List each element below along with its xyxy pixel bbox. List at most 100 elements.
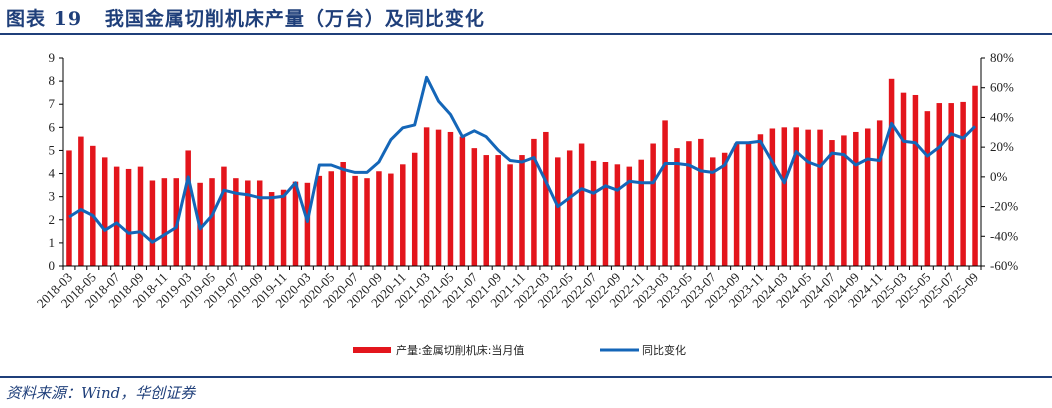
bar — [769, 128, 776, 266]
bar — [912, 94, 919, 266]
bar — [817, 129, 823, 266]
bar — [328, 171, 334, 266]
bar — [793, 127, 799, 266]
bar — [233, 178, 239, 266]
y-right-tick: -60% — [990, 258, 1018, 273]
bar — [936, 103, 943, 266]
chart-area: 0 1 2 3 4 5 6 7 8 9 -60% -40% -20% 0% 20% 40% 60% 80% 201… — [34, 50, 1019, 357]
bar — [209, 178, 215, 266]
bar — [948, 103, 954, 266]
bar — [471, 148, 478, 266]
bar — [90, 145, 96, 266]
legend-label-bar: 产量:金属切削机床:当月值 — [396, 343, 524, 357]
bar — [721, 152, 728, 266]
bar — [388, 173, 394, 266]
bar — [459, 136, 466, 266]
bar — [400, 164, 406, 266]
bar — [185, 150, 191, 266]
bar — [543, 131, 549, 266]
bar — [853, 131, 859, 266]
bar — [686, 141, 692, 266]
bar — [352, 175, 358, 266]
bar — [841, 135, 847, 266]
y-left-tick: 9 — [49, 50, 56, 65]
bar — [555, 157, 561, 266]
bar — [578, 143, 585, 266]
bar-series — [66, 78, 978, 267]
y-right-tick: 40% — [990, 109, 1014, 124]
bar — [972, 85, 978, 266]
bar — [101, 157, 108, 266]
axes: 0 1 2 3 4 5 6 7 8 9 -60% -40% -20% 0% 20% 40% 60% 80% — [49, 50, 1019, 273]
bar — [614, 164, 621, 266]
bar — [221, 166, 227, 266]
y-left-tick: 8 — [49, 73, 56, 88]
bar — [435, 129, 442, 266]
bar — [864, 128, 871, 266]
bar — [137, 166, 144, 266]
bar — [292, 181, 299, 266]
y-right-tick: -40% — [990, 228, 1018, 243]
bar — [495, 155, 501, 266]
bar — [805, 129, 811, 266]
bar — [710, 157, 716, 266]
bar — [531, 138, 537, 266]
bar — [316, 175, 323, 266]
bar — [745, 143, 752, 266]
bar — [507, 164, 513, 266]
legend-swatch-bar — [353, 347, 391, 353]
bar — [411, 152, 418, 266]
bar — [888, 78, 895, 266]
bar — [757, 134, 764, 266]
bar — [304, 182, 311, 266]
bar — [113, 166, 120, 266]
chart-title: 我国金属切削机床产量（万台）及同比变化 — [104, 8, 485, 30]
y-left-tick: 7 — [49, 96, 56, 111]
bar — [376, 171, 382, 266]
bar — [423, 127, 430, 266]
bar — [447, 131, 454, 266]
y-left-tick: 0 — [49, 258, 56, 273]
y-right-tick: 60% — [990, 80, 1014, 95]
figure-label: 图表 19 — [6, 8, 83, 30]
y-left-tick: 4 — [49, 166, 56, 181]
bar — [483, 155, 489, 266]
bar — [960, 101, 966, 267]
bar — [161, 178, 168, 266]
y-right-tick: 80% — [990, 50, 1014, 65]
bar — [340, 162, 346, 266]
bar — [364, 178, 370, 266]
bar — [602, 162, 609, 266]
bar — [674, 148, 680, 266]
y-right-tick: 0% — [990, 169, 1008, 184]
bar — [519, 155, 525, 266]
yoy-line — [68, 75, 977, 244]
bar — [280, 189, 287, 266]
bar — [733, 143, 740, 266]
y-right-tick: 20% — [990, 139, 1014, 154]
bar — [900, 92, 907, 267]
bar — [626, 166, 633, 266]
bar — [924, 111, 931, 267]
bar — [256, 180, 263, 266]
legend-label-line: 同比变化 — [642, 343, 686, 357]
title-divider — [0, 33, 1052, 35]
bar — [662, 120, 668, 267]
y-left-tick: 6 — [49, 119, 56, 134]
bar — [268, 192, 275, 266]
bar — [829, 140, 835, 266]
bar — [78, 136, 84, 266]
y-left-tick: 1 — [49, 235, 56, 250]
footer-divider — [0, 376, 1052, 378]
legend: 产量:金属切削机床:当月值 同比变化 — [353, 343, 686, 357]
source-note: 资料来源：Wind，华创证券 — [6, 384, 196, 402]
bar — [698, 138, 704, 266]
bar — [781, 127, 788, 266]
x-axis-labels: 2018-032018-052018-072018-092018-112019-… — [34, 269, 981, 311]
bar — [149, 180, 156, 266]
bar — [66, 150, 72, 266]
y-left-tick: 2 — [49, 212, 56, 227]
y-left-tick: 5 — [49, 142, 56, 157]
line-series — [68, 75, 977, 244]
bar — [876, 120, 883, 267]
